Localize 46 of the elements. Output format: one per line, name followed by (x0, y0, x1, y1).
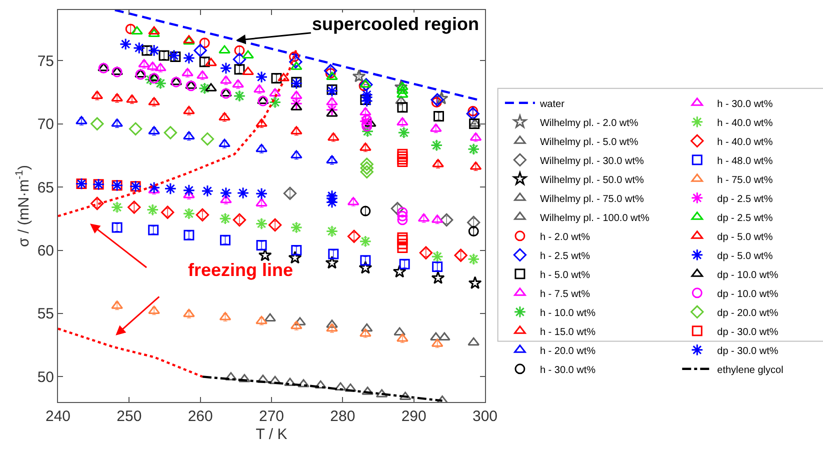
legend-label: dp - 2.5 wt% (717, 194, 773, 205)
x-tick-label: 280 (330, 408, 356, 425)
legend-label: dp - 30.0 wt% (717, 346, 778, 357)
legend-label: h - 20.0 wt% (540, 346, 596, 357)
legend-label: dp - 20.0 wt% (717, 308, 778, 319)
y-tick-label: 60 (37, 242, 54, 260)
legend-label: h - 30.0 wt% (717, 98, 773, 110)
legend-label: h - 48.0 wt% (717, 156, 773, 167)
legend-label: Wilhelmy pl. - 5.0 wt% (540, 136, 638, 148)
annotation: freezing line (188, 260, 294, 280)
legend-label: dp - 5.0 wt% (717, 232, 773, 243)
legend-label: h - 75.0 wt% (717, 174, 773, 186)
x-tick-label: 300 (472, 408, 498, 425)
legend-label: Wilhelmy pl. - 100.0 wt% (540, 212, 650, 224)
legend-label: dp - 10.0 wt% (717, 288, 778, 300)
x-tick-label: 260 (188, 408, 213, 425)
legend-label: dp - 2.5 wt% (717, 212, 773, 224)
y-tick-label: 75 (37, 52, 54, 70)
x-tick-label: 250 (116, 408, 142, 425)
legend-label: h - 7.5 wt% (540, 288, 590, 300)
legend-label: h - 40.0 wt% (717, 118, 773, 129)
x-tick-label: 270 (258, 408, 284, 425)
legend-label: dp - 5.0 wt% (717, 250, 773, 262)
legend-label: water (538, 98, 566, 110)
x-tick-label: 240 (45, 408, 71, 425)
y-tick-label: 70 (37, 116, 54, 134)
legend-label: h - 2.5 wt% (540, 250, 590, 262)
annotation: supercooled region (312, 14, 480, 34)
y-tick-label: 50 (37, 368, 54, 386)
y-tick-label: 55 (37, 306, 54, 323)
legend-label: dp - 30.0 wt% (717, 326, 778, 338)
x-axis-title: T / K (256, 426, 288, 443)
legend-label: h - 10.0 wt% (540, 308, 596, 319)
legend-label: h - 2.0 wt% (540, 232, 590, 243)
legend-label: ethylene glycol (717, 364, 784, 376)
legend-label: dp - 10.0 wt% (717, 270, 778, 281)
legend-label: Wilhelmy pl. - 2.0 wt% (540, 118, 638, 129)
y-tick-label: 65 (37, 179, 54, 196)
legend-label: Wilhelmy pl. - 50.0 wt% (540, 174, 644, 186)
legend-label: h - 40.0 wt% (717, 136, 773, 148)
x-tick-label: 290 (401, 408, 426, 425)
legend-label: h - 30.0 wt% (540, 364, 596, 376)
legend-label: h - 5.0 wt% (540, 270, 590, 281)
legend-label: Wilhelmy pl. - 75.0 wt% (540, 194, 644, 205)
legend-label: h - 15.0 wt% (540, 326, 596, 338)
legend-label: Wilhelmy pl. - 30.0 wt% (540, 156, 644, 167)
